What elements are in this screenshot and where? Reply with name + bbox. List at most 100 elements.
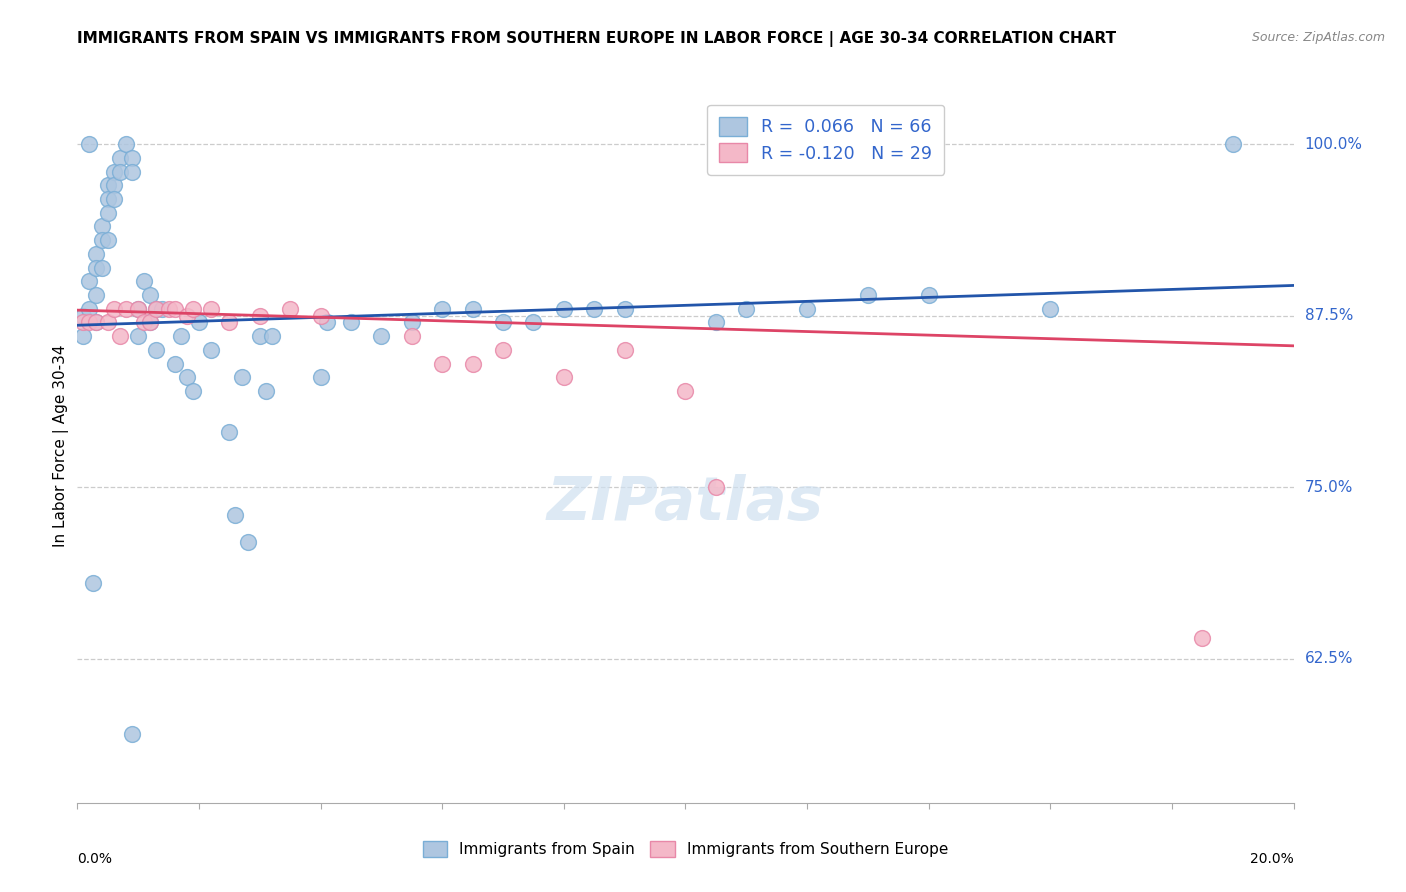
Legend: Immigrants from Spain, Immigrants from Southern Europe: Immigrants from Spain, Immigrants from S… xyxy=(413,831,957,866)
Point xyxy=(796,301,818,316)
Point xyxy=(735,301,758,316)
Point xyxy=(218,425,240,440)
Point xyxy=(613,343,636,357)
Point xyxy=(139,316,162,330)
Point xyxy=(139,316,162,330)
Point xyxy=(170,329,193,343)
Point xyxy=(1222,137,1244,152)
Point xyxy=(79,274,101,288)
Point xyxy=(918,288,941,302)
Point xyxy=(461,301,484,316)
Point xyxy=(127,301,149,316)
Text: ZIPatlas: ZIPatlas xyxy=(547,474,824,533)
Point xyxy=(231,370,253,384)
Point xyxy=(103,301,125,316)
Point xyxy=(254,384,277,398)
Point xyxy=(430,357,453,371)
Point xyxy=(121,164,143,178)
Point xyxy=(97,205,120,219)
Point xyxy=(315,316,337,330)
Point xyxy=(200,343,222,357)
Text: 62.5%: 62.5% xyxy=(1305,651,1353,666)
Point xyxy=(97,192,120,206)
Point xyxy=(97,316,120,330)
Point xyxy=(401,329,423,343)
Point xyxy=(249,329,271,343)
Point xyxy=(309,370,332,384)
Text: 0.0%: 0.0% xyxy=(77,852,112,866)
Point xyxy=(278,301,301,316)
Point xyxy=(121,151,143,165)
Point xyxy=(103,164,125,178)
Point xyxy=(79,301,101,316)
Text: 75.0%: 75.0% xyxy=(1305,480,1353,495)
Point xyxy=(675,384,697,398)
Point xyxy=(84,316,107,330)
Point xyxy=(90,219,112,234)
Point xyxy=(309,309,332,323)
Point xyxy=(152,301,174,316)
Point xyxy=(1039,301,1062,316)
Point xyxy=(704,480,727,494)
Point xyxy=(97,233,120,247)
Point xyxy=(553,301,575,316)
Point xyxy=(121,727,143,741)
Point xyxy=(103,178,125,193)
Point xyxy=(115,137,138,152)
Point xyxy=(79,137,101,152)
Point xyxy=(108,329,131,343)
Point xyxy=(127,301,149,316)
Y-axis label: In Labor Force | Age 30-34: In Labor Force | Age 30-34 xyxy=(53,344,69,548)
Point xyxy=(181,301,204,316)
Point xyxy=(260,329,283,343)
Point xyxy=(108,151,131,165)
Point xyxy=(157,301,180,316)
Point xyxy=(134,274,156,288)
Point xyxy=(84,247,107,261)
Point xyxy=(90,260,112,275)
Point xyxy=(72,309,94,323)
Point xyxy=(72,329,94,343)
Point xyxy=(103,192,125,206)
Text: 87.5%: 87.5% xyxy=(1305,308,1353,323)
Text: Source: ZipAtlas.com: Source: ZipAtlas.com xyxy=(1251,31,1385,45)
Point xyxy=(856,288,879,302)
Point xyxy=(430,301,453,316)
Point xyxy=(613,301,636,316)
Point xyxy=(163,357,186,371)
Point xyxy=(90,233,112,247)
Point xyxy=(134,316,156,330)
Point xyxy=(583,301,606,316)
Point xyxy=(145,343,167,357)
Point xyxy=(82,576,104,591)
Point xyxy=(115,301,138,316)
Text: 100.0%: 100.0% xyxy=(1305,136,1362,152)
Point xyxy=(145,301,167,316)
Point xyxy=(163,301,186,316)
Point xyxy=(176,309,198,323)
Point xyxy=(181,384,204,398)
Text: 20.0%: 20.0% xyxy=(1250,852,1294,866)
Point xyxy=(249,309,271,323)
Point xyxy=(145,301,167,316)
Point xyxy=(461,357,484,371)
Point xyxy=(139,288,162,302)
Point xyxy=(188,316,211,330)
Point xyxy=(522,316,544,330)
Point xyxy=(84,260,107,275)
Point xyxy=(84,288,107,302)
Point xyxy=(127,329,149,343)
Text: IMMIGRANTS FROM SPAIN VS IMMIGRANTS FROM SOUTHERN EUROPE IN LABOR FORCE | AGE 30: IMMIGRANTS FROM SPAIN VS IMMIGRANTS FROM… xyxy=(77,31,1116,47)
Point xyxy=(401,316,423,330)
Point xyxy=(553,370,575,384)
Point xyxy=(200,301,222,316)
Point xyxy=(1191,631,1213,645)
Point xyxy=(236,535,259,549)
Point xyxy=(84,316,107,330)
Point xyxy=(108,164,131,178)
Point xyxy=(224,508,246,522)
Point xyxy=(492,316,515,330)
Point xyxy=(218,316,240,330)
Point xyxy=(704,316,727,330)
Point xyxy=(492,343,515,357)
